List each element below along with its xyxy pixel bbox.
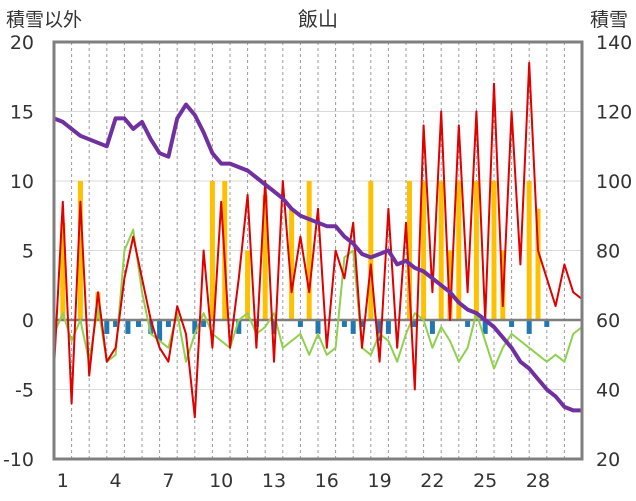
bar bbox=[245, 250, 251, 320]
bar bbox=[253, 320, 259, 327]
series-line-2 bbox=[53, 61, 583, 419]
y-tick-right: 80 bbox=[596, 241, 620, 263]
bar bbox=[456, 181, 462, 320]
bar bbox=[473, 181, 479, 320]
bar bbox=[289, 208, 295, 320]
bar bbox=[544, 320, 550, 327]
x-tick: 4 bbox=[110, 470, 122, 492]
bar bbox=[350, 320, 356, 334]
y-tick-right: 40 bbox=[596, 380, 620, 402]
bar bbox=[165, 320, 171, 327]
bar bbox=[341, 320, 347, 327]
bar bbox=[297, 320, 303, 327]
bar bbox=[465, 320, 471, 327]
bar bbox=[429, 320, 435, 334]
y-axis-left-label: 積雪以外 bbox=[6, 9, 82, 31]
bar bbox=[491, 181, 497, 320]
x-tick: 10 bbox=[209, 470, 233, 492]
y-tick-right: 140 bbox=[596, 32, 632, 54]
y-tick-right: 20 bbox=[596, 449, 620, 471]
bar bbox=[315, 320, 321, 334]
bar bbox=[509, 320, 515, 327]
bar bbox=[192, 320, 198, 334]
bar bbox=[209, 181, 215, 320]
y-tick-left: 10 bbox=[10, 171, 34, 193]
bar bbox=[526, 181, 532, 320]
bar bbox=[157, 320, 163, 341]
x-tick: 7 bbox=[162, 470, 174, 492]
y-tick-left: 0 bbox=[22, 310, 34, 332]
bar bbox=[148, 320, 154, 334]
bar bbox=[535, 208, 541, 320]
bar bbox=[482, 320, 488, 334]
bar bbox=[412, 320, 418, 327]
x-tick: 22 bbox=[420, 470, 444, 492]
bar bbox=[447, 250, 453, 320]
bar bbox=[526, 320, 532, 334]
series-line-1 bbox=[53, 228, 583, 370]
y-tick-right: 120 bbox=[596, 102, 632, 124]
bar bbox=[77, 181, 83, 320]
y-tick-left: -10 bbox=[3, 449, 34, 471]
x-tick: 16 bbox=[315, 470, 339, 492]
y-tick-right: 100 bbox=[596, 171, 632, 193]
bar bbox=[125, 320, 131, 334]
tick-labels: -10 -5 0 5 10 15 20 20 40 60 80 100 120 140 1 4 7 10 13 16 1… bbox=[3, 32, 632, 492]
y-axis-right-label: 積雪 bbox=[590, 9, 628, 31]
y-tick-right: 60 bbox=[596, 310, 620, 332]
y-tick-left: 20 bbox=[10, 32, 34, 54]
x-tick: 25 bbox=[473, 470, 497, 492]
bar bbox=[368, 181, 374, 320]
bar bbox=[104, 320, 110, 334]
bar bbox=[135, 320, 141, 327]
plot-frame bbox=[52, 40, 584, 461]
bar bbox=[407, 181, 413, 320]
bar bbox=[236, 320, 242, 334]
y-tick-left: -5 bbox=[15, 380, 34, 402]
series-lines bbox=[53, 61, 583, 419]
bar bbox=[201, 320, 207, 327]
x-tick: 19 bbox=[368, 470, 392, 492]
x-tick: 1 bbox=[57, 470, 69, 492]
y-tick-left: 15 bbox=[10, 102, 34, 124]
bar bbox=[113, 320, 119, 327]
bar bbox=[385, 320, 391, 334]
chart-title: 飯山 bbox=[298, 7, 338, 31]
bar bbox=[60, 222, 66, 320]
x-tick: 13 bbox=[262, 470, 286, 492]
x-tick: 28 bbox=[526, 470, 550, 492]
series-line-3 bbox=[53, 102, 582, 413]
bar bbox=[359, 320, 365, 327]
bar bbox=[262, 194, 268, 320]
y-tick-left: 5 bbox=[22, 241, 34, 263]
bar bbox=[377, 320, 383, 341]
bar bbox=[438, 181, 444, 320]
bar bbox=[421, 181, 427, 320]
bar bbox=[306, 181, 312, 320]
bar bbox=[271, 320, 277, 334]
